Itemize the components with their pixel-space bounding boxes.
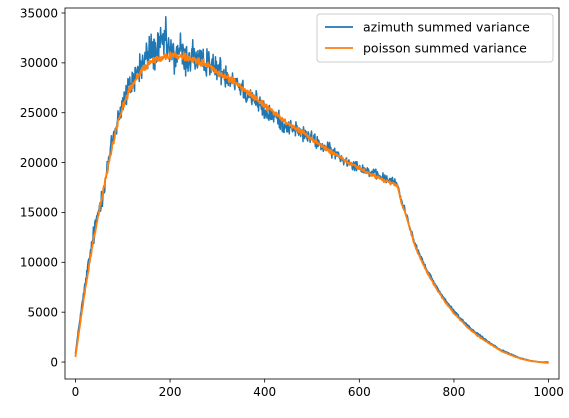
plot-frame [64, 7, 560, 380]
x-tick-label: 1000 [533, 385, 564, 399]
legend: azimuth summed variance poisson summed va… [316, 13, 554, 63]
y-tick-label: 10000 [20, 256, 58, 270]
series-layer [74, 15, 550, 364]
y-tick-label: 0 [50, 355, 58, 369]
x-tick-label: 0 [72, 385, 80, 399]
y-tick-label: 30000 [20, 56, 58, 70]
legend-label: poisson summed variance [363, 41, 527, 56]
y-tick-label: 25000 [20, 106, 58, 120]
x-tick-label: 800 [443, 385, 466, 399]
series-line-poisson [74, 51, 550, 364]
x-tick-label: 400 [253, 385, 276, 399]
legend-label: azimuth summed variance [363, 20, 530, 35]
legend-box [316, 13, 554, 63]
y-axis: 0 5000 10000 15000 20000 25000 30000 35000 [20, 6, 65, 369]
x-tick-label: 200 [159, 385, 182, 399]
x-axis: 0 200 400 600 800 1000 [72, 379, 564, 399]
y-tick-label: 35000 [20, 6, 58, 20]
y-tick-label: 20000 [20, 156, 58, 170]
y-tick-label: 5000 [27, 305, 58, 319]
x-tick-label: 600 [348, 385, 371, 399]
y-tick-label: 15000 [20, 206, 58, 220]
